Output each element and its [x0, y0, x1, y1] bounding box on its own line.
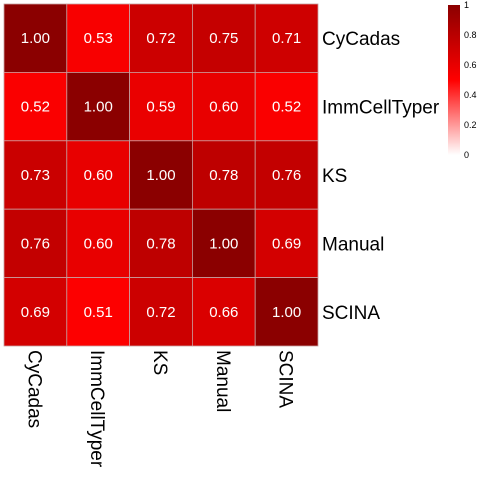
cell-value-label: 0.72: [146, 304, 175, 321]
row-label: ImmCellTyper: [322, 98, 440, 119]
heatmap-cell: [129, 140, 193, 210]
cell-value-label: 0.60: [84, 167, 113, 184]
cell-value-label: 0.78: [146, 235, 175, 252]
color-legend: 0 0.2 0.4 0.6 0.8 1: [448, 0, 477, 160]
column-label: KS: [149, 350, 170, 375]
legend-tick-label: 0.8: [464, 30, 477, 40]
heatmap-cell: [191, 3, 256, 73]
cell-value-label: 0.69: [21, 304, 50, 321]
cell-value-label: 1.00: [209, 235, 238, 252]
heatmap-cell: [66, 277, 131, 347]
row-labels: CyCadas ImmCellTyper KS Manual SCINA: [322, 29, 440, 324]
heatmap-cell: [254, 3, 319, 73]
row-label: KS: [322, 166, 347, 187]
heatmap-cell: [3, 277, 68, 347]
heatmap-cell: [66, 140, 131, 210]
legend-tick-label: 1: [464, 0, 469, 10]
heatmap-cells: [3, 3, 319, 347]
heatmap-cell: [254, 277, 319, 347]
cell-value-label: 0.52: [272, 99, 301, 116]
cell-value-label: 0.69: [272, 235, 301, 252]
cell-value-label: 1.00: [272, 304, 301, 321]
column-label: CyCadas: [23, 350, 44, 428]
cell-value-label: 0.66: [209, 304, 238, 321]
cell-value-label: 0.76: [21, 235, 50, 252]
cell-value-label: 1.00: [84, 99, 113, 116]
cell-value-label: 0.75: [209, 30, 238, 47]
heatmap-cell: [129, 3, 193, 73]
legend-tick-label: 0: [464, 150, 469, 160]
cell-value-label: 0.59: [146, 99, 175, 116]
heatmap-cell: [191, 140, 256, 210]
cell-value-label: 0.60: [84, 235, 113, 252]
cell-value-label: 1.00: [21, 30, 50, 47]
heatmap-cell: [66, 3, 131, 73]
cell-value-label: 0.73: [21, 167, 50, 184]
cell-value-label: 1.00: [146, 167, 175, 184]
legend-tick-label: 0.2: [464, 120, 477, 130]
cell-value-label: 0.78: [209, 167, 238, 184]
legend-tick-label: 0.4: [464, 90, 477, 100]
heatmap-cell: [129, 208, 193, 278]
heatmap-cell-labels: 1.00 0.53 0.72 0.75 0.71 0.52 1.00 0.59 0.60 0.52…: [21, 30, 301, 321]
heatmap-cell: [254, 140, 319, 210]
heatmap-cell: [3, 3, 68, 73]
heatmap-cell: [129, 277, 193, 347]
heatmap-cell: [66, 208, 131, 278]
heatmap-cell: [3, 208, 68, 278]
legend-tick-label: 0.6: [464, 60, 477, 70]
column-label: ImmCellTyper: [86, 350, 107, 468]
heatmap-cell: [191, 208, 256, 278]
heatmap-cell: [254, 208, 319, 278]
column-labels: CyCadas ImmCellTyper KS Manual SCINA: [23, 350, 295, 468]
cell-value-label: 0.71: [272, 30, 301, 47]
cell-value-label: 0.76: [272, 167, 301, 184]
row-label: SCINA: [322, 303, 380, 324]
cell-value-label: 0.52: [21, 99, 50, 116]
legend-color-bar: [448, 5, 460, 155]
row-label: CyCadas: [322, 29, 400, 50]
row-label: Manual: [322, 234, 384, 255]
cell-value-label: 0.60: [209, 99, 238, 116]
heatmap-cell: [3, 72, 68, 142]
heatmap-cell: [129, 72, 193, 142]
cell-value-label: 0.51: [84, 304, 113, 321]
cell-value-label: 0.72: [146, 30, 175, 47]
column-label: Manual: [212, 350, 233, 412]
heatmap-cell: [254, 72, 319, 142]
column-label: SCINA: [275, 350, 296, 408]
cell-value-label: 0.53: [84, 30, 113, 47]
